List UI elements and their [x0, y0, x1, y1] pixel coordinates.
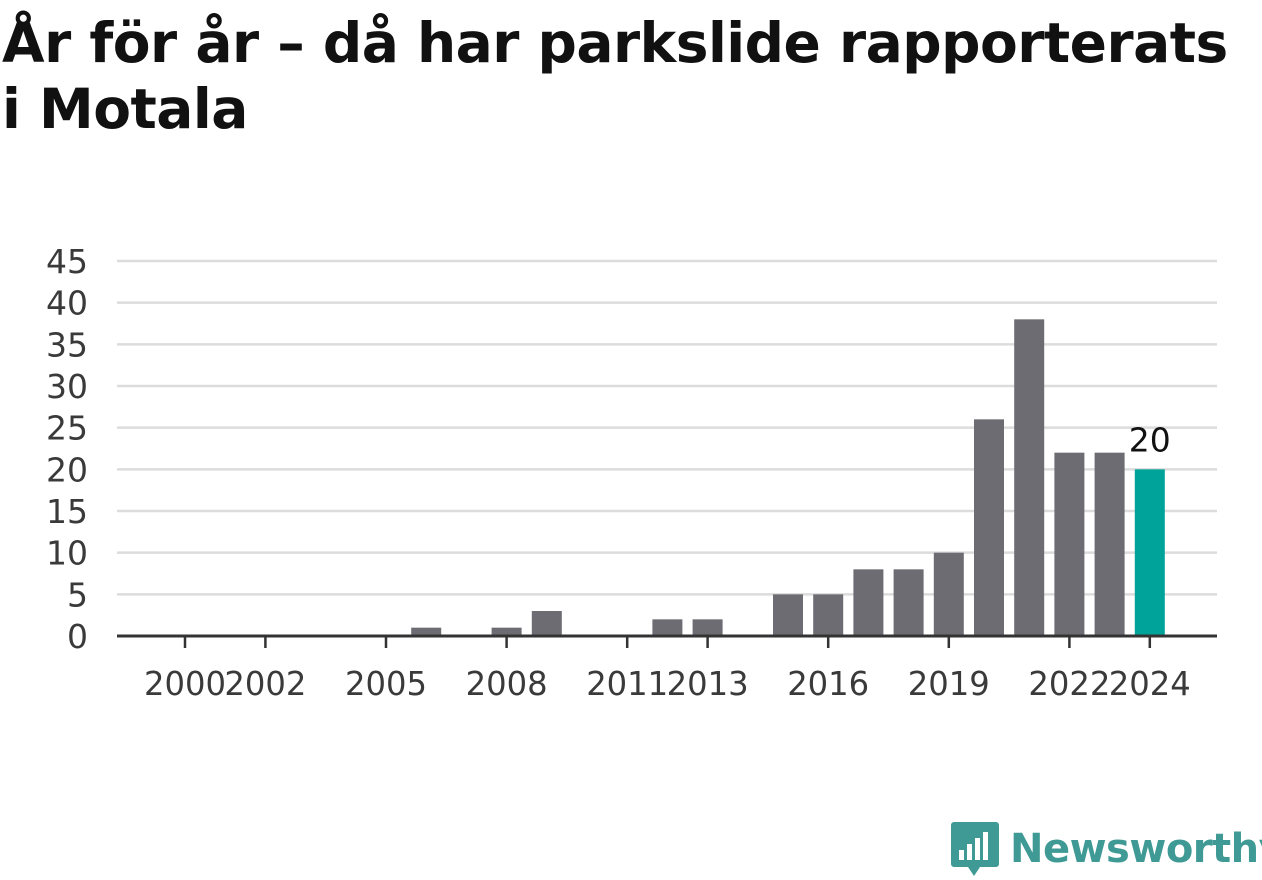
chart-title: År för år – då har parkslide rapporterat… [2, 11, 1228, 141]
x-tick-label: 2019 [908, 664, 990, 703]
y-tick-label: 5 [67, 575, 88, 614]
data-label: 20 [1129, 420, 1171, 459]
brand-logo: Newsworthy [950, 818, 1262, 880]
bar-2023 [1094, 452, 1125, 636]
y-tick-label: 0 [67, 617, 88, 656]
x-tick-label: 2016 [787, 664, 869, 703]
y-tick-label: 40 [46, 284, 88, 323]
bar-2009 [531, 611, 562, 636]
bar-2024 [1134, 469, 1165, 636]
y-tick-label: 35 [46, 325, 88, 364]
y-tick-label: 25 [46, 409, 88, 448]
bar-2015 [773, 594, 803, 636]
bar-2006 [411, 627, 442, 636]
x-tick-label: 2024 [1109, 664, 1191, 703]
y-tick-label: 20 [46, 450, 88, 489]
bar-2017 [853, 569, 884, 636]
y-tick-label: 10 [46, 534, 88, 573]
x-tick-label: 2002 [224, 664, 306, 703]
newsworthy-logo-icon [951, 822, 999, 876]
y-tick-label: 45 [46, 242, 88, 281]
bar-2016 [813, 594, 844, 636]
bar-2019 [933, 552, 964, 636]
bar-2013 [692, 619, 723, 636]
y-tick-label: 15 [46, 492, 88, 531]
x-tick-label: 2008 [466, 664, 548, 703]
bar-2022 [1054, 452, 1085, 636]
gridlines [117, 259, 1217, 596]
bar-2021 [1014, 319, 1045, 636]
bar-2008 [491, 627, 522, 636]
x-tick-label: 2013 [667, 664, 749, 703]
bar-2020 [974, 419, 1004, 636]
data-labels: 20 [1129, 420, 1171, 459]
x-tick-label: 2011 [586, 664, 668, 703]
bar-2018 [893, 569, 924, 636]
x-tick-label: 2022 [1028, 664, 1110, 703]
x-tick-label: 2005 [345, 664, 427, 703]
x-tick-label: 2000 [144, 664, 226, 703]
y-tick-label: 30 [46, 367, 88, 406]
bar-2012 [652, 619, 683, 636]
brand-name: Newsworthy [1010, 826, 1262, 872]
bars [411, 319, 1165, 636]
